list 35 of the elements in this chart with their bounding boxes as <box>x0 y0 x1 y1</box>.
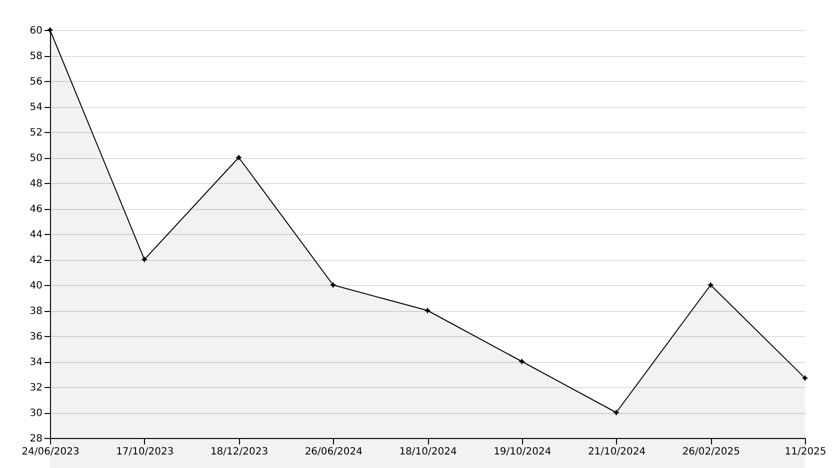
x-tick-label: 18/10/2024 <box>399 446 457 458</box>
x-tick-label: 18/12/2023 <box>210 446 268 458</box>
y-tick-label: 60 <box>30 26 42 36</box>
x-tick-label: 21/10/2024 <box>588 446 646 458</box>
y-tick-label: 44 <box>30 230 42 240</box>
y-tick-label: 30 <box>30 408 42 419</box>
x-tick-label: 26/06/2024 <box>304 446 362 458</box>
x-tick-label: 26/02/2025 <box>682 446 740 458</box>
y-tick-label: 54 <box>30 102 42 113</box>
y-tick-label: 40 <box>30 280 42 292</box>
point <box>330 282 336 288</box>
x-tick-label: 24/06/2023 <box>22 446 80 458</box>
y-tick-label: 58 <box>30 51 42 62</box>
y-tick-label: 52 <box>30 128 42 138</box>
x-tick-label: 11/2025 <box>784 446 826 458</box>
point <box>802 374 808 382</box>
x-tick-label: 17/10/2023 <box>116 446 174 458</box>
point <box>707 282 714 288</box>
point <box>141 256 148 263</box>
x-tick-label: 19/10/2024 <box>494 446 552 458</box>
y-tick-label: 36 <box>30 332 42 342</box>
y-tick-label: 28 <box>30 434 42 444</box>
point <box>46 26 54 34</box>
y-tick-label: 34 <box>30 357 42 368</box>
y-tick-label: 46 <box>30 204 42 215</box>
point <box>236 154 242 161</box>
point <box>518 358 526 365</box>
y-tick-label: 56 <box>30 76 42 88</box>
y-tick-label: 48 <box>30 178 42 190</box>
y-tick-label: 38 <box>30 306 42 317</box>
point <box>424 307 431 314</box>
y-tick-label: 42 <box>30 255 42 266</box>
y-tick-label: 50 <box>30 153 42 164</box>
point <box>613 409 620 416</box>
y-tick-label: 32 <box>30 382 42 394</box>
